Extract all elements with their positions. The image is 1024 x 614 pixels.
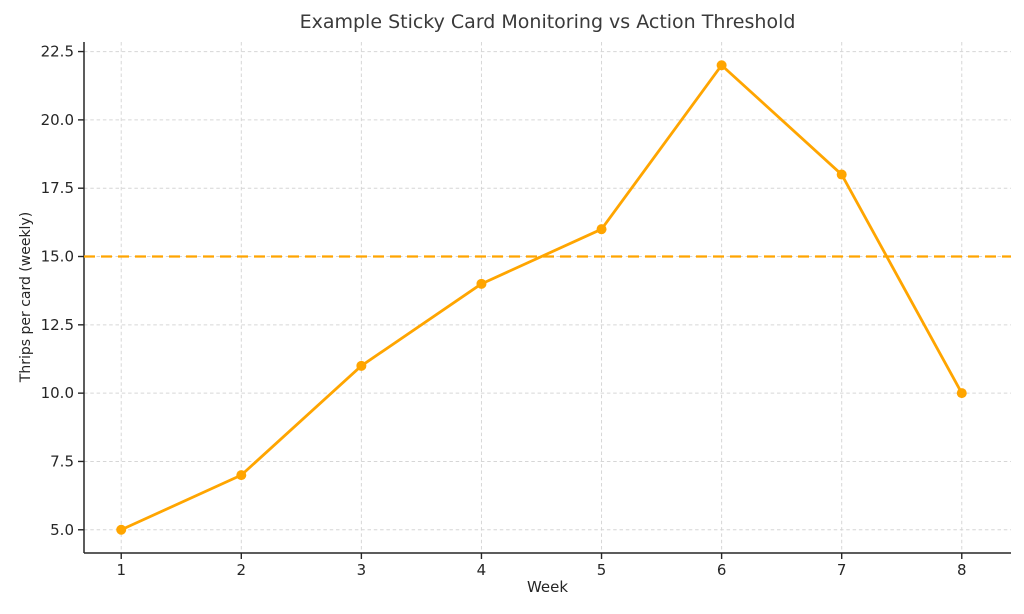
series-line <box>119 63 964 532</box>
x-tick-label: 4 <box>477 561 487 579</box>
data-point-marker <box>476 278 487 289</box>
y-tick-label: 5.0 <box>50 521 74 539</box>
series <box>116 60 967 535</box>
x-tick-label: 6 <box>717 561 727 579</box>
data-point-marker <box>356 360 367 371</box>
x-tick-label: 7 <box>837 561 847 579</box>
data-point-marker <box>236 470 247 481</box>
data-point-marker <box>596 224 607 235</box>
y-tick-label: 22.5 <box>41 43 74 61</box>
data-point-marker <box>956 388 967 399</box>
gridlines <box>84 42 1011 553</box>
data-point-marker <box>836 169 847 180</box>
chart-title: Example Sticky Card Monitoring vs Action… <box>299 11 796 33</box>
x-tick-label: 3 <box>357 561 367 579</box>
x-tick-label: 5 <box>597 561 607 579</box>
y-tick-label: 7.5 <box>50 452 74 470</box>
axes: 5.0 7.5 10.0 12.5 15.0 17.5 20.0 22.5 1 2 3 4 5 6 7 8 <box>41 42 1011 579</box>
y-tick-label: 20.0 <box>41 111 74 129</box>
x-axis-label: Week <box>526 578 569 596</box>
data-point-marker <box>116 524 127 535</box>
y-tick-label: 12.5 <box>41 316 74 334</box>
y-tick-label: 10.0 <box>41 384 74 402</box>
x-tick-label: 8 <box>957 561 967 579</box>
y-tick-label: 15.0 <box>41 248 74 266</box>
y-tick-label: 17.5 <box>41 179 74 197</box>
x-tick-label: 1 <box>116 561 126 579</box>
x-tick-label: 2 <box>237 561 247 579</box>
data-point-marker <box>716 60 727 71</box>
